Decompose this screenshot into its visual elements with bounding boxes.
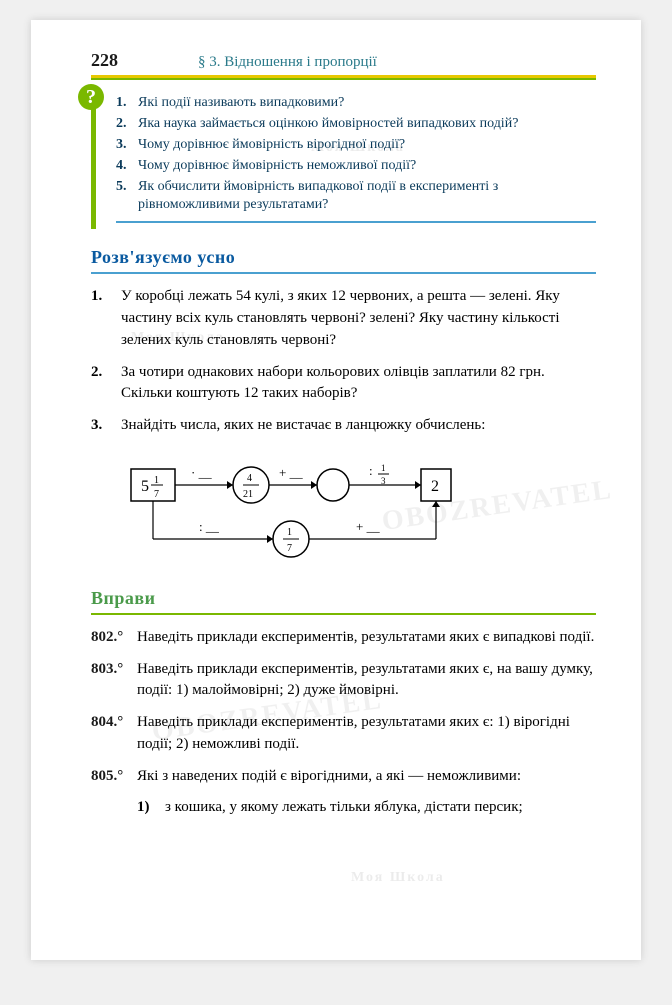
question-text: Чому дорівнює ймовірність вірогідної под…: [138, 136, 405, 155]
question-item: 4. Чому дорівнює ймовірність неможливої …: [116, 157, 596, 176]
question-number: 3.: [116, 136, 134, 155]
watermark-small: Моя Школа: [351, 870, 445, 886]
flowchart-svg: 5 1 7 · __ 4 21 + __ : 1 3: [121, 447, 491, 567]
questions-block: ? 1. Які події називають випадковими? 2.…: [91, 88, 596, 229]
exercise-problem: 805.° Які з наведених подій є вірогідним…: [91, 766, 596, 788]
question-number: 1.: [116, 94, 134, 113]
exercise-problem: 804.° Наведіть приклади експериментів, р…: [91, 712, 596, 756]
svg-text:+ __: + __: [279, 465, 303, 480]
problem-text: Знайдіть числа, яких не вистачає в ланцю…: [121, 415, 596, 437]
question-mark-icon: ?: [78, 84, 104, 110]
exercise-text: Наведіть приклади експериментів, результ…: [137, 712, 596, 756]
oral-problem: 3. Знайдіть числа, яких не вистачає в ла…: [91, 415, 596, 437]
questions-bottom-rule: [116, 221, 596, 223]
svg-text:7: 7: [154, 489, 159, 500]
question-text: Яка наука займається оцінкою ймовірносте…: [138, 115, 518, 134]
section-title: § 3. Відношення і пропорції: [198, 54, 377, 71]
svg-text:+ __: + __: [356, 519, 380, 534]
problem-number: 1.: [91, 286, 115, 351]
sub-item-number: 1): [137, 797, 159, 819]
svg-text:: __: : __: [199, 519, 219, 534]
page-number: 228: [91, 50, 118, 71]
exercise-text: Наведіть приклади експериментів, результ…: [137, 627, 596, 649]
problem-text: У коробці лежать 54 кулі, з яких 12 черв…: [121, 286, 596, 351]
oral-problem: 1. У коробці лежать 54 кулі, з яких 12 ч…: [91, 286, 596, 351]
oral-problem: 2. За чотири однакових набори кольорових…: [91, 362, 596, 406]
textbook-page: 228 § 3. Відношення і пропорції ? 1. Які…: [31, 20, 641, 960]
exercises-heading: Вправи: [91, 588, 596, 609]
svg-text:1: 1: [381, 463, 386, 473]
exercise-problem: 803.° Наведіть приклади експериментів, р…: [91, 659, 596, 703]
svg-text:4: 4: [247, 473, 252, 484]
oral-heading: Розв'язуємо усно: [91, 247, 596, 268]
exercises-heading-underline: [91, 613, 596, 615]
svg-text:3: 3: [381, 476, 386, 486]
question-number: 5.: [116, 178, 134, 216]
exercise-problem: 802.° Наведіть приклади експериментів, р…: [91, 627, 596, 649]
exercise-sub-item: 1) з кошика, у якому лежать тільки яблук…: [137, 797, 596, 819]
question-item: 5. Як обчислити ймовірність випадкової п…: [116, 178, 596, 216]
header-rule-green: [91, 78, 596, 80]
exercise-number: 805.°: [91, 766, 133, 788]
exercise-text: Які з наведених подій є вірогідними, а я…: [137, 766, 596, 788]
svg-text:· __: · __: [191, 465, 212, 480]
question-item: 2. Яка наука займається оцінкою ймовірно…: [116, 115, 596, 134]
exercise-number: 804.°: [91, 712, 133, 756]
oral-heading-underline: [91, 272, 596, 274]
question-text: Чому дорівнює ймовірність неможливої под…: [138, 157, 416, 176]
problem-number: 3.: [91, 415, 115, 437]
svg-text:21: 21: [243, 489, 253, 500]
svg-text:7: 7: [287, 543, 292, 554]
question-number: 4.: [116, 157, 134, 176]
question-item: 1. Які події називають випадковими?: [116, 94, 596, 113]
svg-text::: :: [369, 463, 373, 478]
question-text: Які події називають випадковими?: [138, 94, 344, 113]
svg-text:1: 1: [154, 475, 159, 486]
sub-item-text: з кошика, у якому лежать тільки яблука, …: [165, 797, 596, 819]
svg-text:2: 2: [431, 478, 439, 495]
question-number: 2.: [116, 115, 134, 134]
svg-text:1: 1: [287, 527, 292, 538]
exercise-number: 802.°: [91, 627, 133, 649]
question-item: 3. Чому дорівнює ймовірність вірогідної …: [116, 136, 596, 155]
problem-text: За чотири однакових набори кольорових ол…: [121, 362, 596, 406]
question-text: Як обчислити ймовірність випадкової поді…: [138, 178, 596, 216]
exercise-text: Наведіть приклади експериментів, результ…: [137, 659, 596, 703]
problem-number: 2.: [91, 362, 115, 406]
svg-text:5: 5: [141, 478, 149, 495]
exercise-number: 803.°: [91, 659, 133, 703]
calculation-chain-diagram: 5 1 7 · __ 4 21 + __ : 1 3: [121, 447, 596, 572]
page-header: 228 § 3. Відношення і пропорції: [91, 50, 596, 71]
